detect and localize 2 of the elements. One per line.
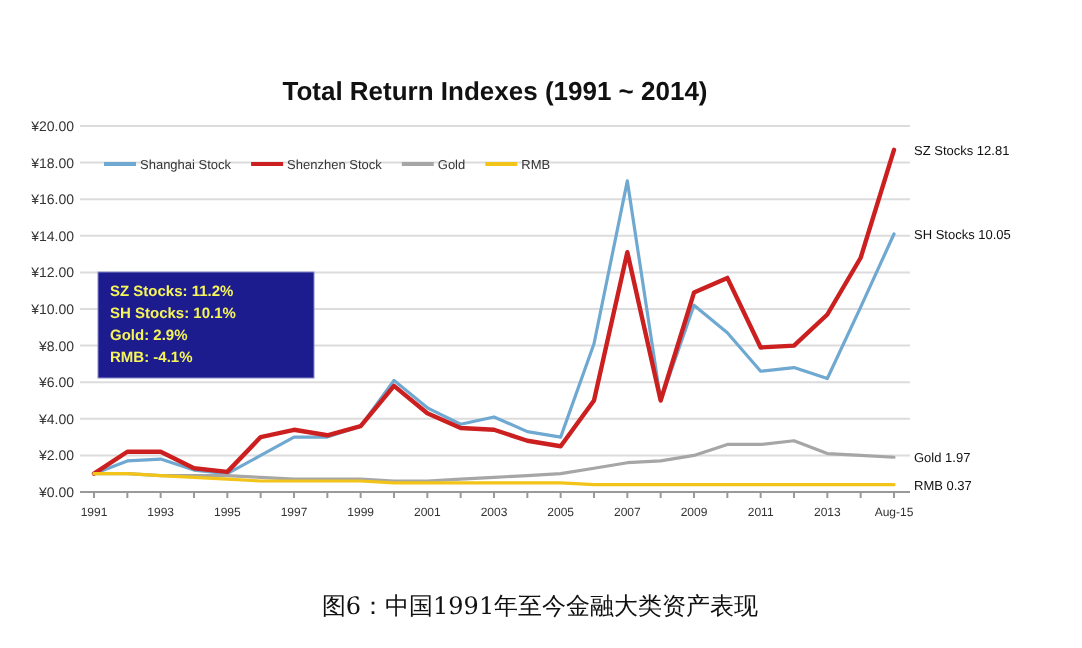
caption: 图6：中国1991年至今金融大类资产表现 <box>321 592 759 620</box>
chart-title: Total Return Indexes (1991 ~ 2014) <box>282 76 708 106</box>
